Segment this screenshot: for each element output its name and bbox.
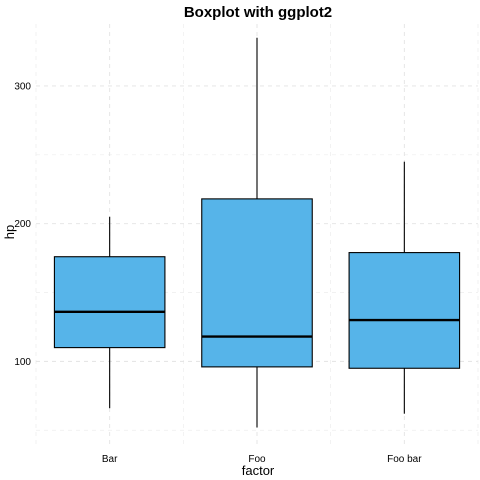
- box-group: [201, 37, 313, 428]
- x-tick-label: Bar: [102, 454, 118, 465]
- y-tick-label: 100: [14, 357, 31, 368]
- box-group: [348, 161, 461, 414]
- box: [348, 252, 461, 369]
- x-axis-ticks: Bar Foo Foo bar: [102, 454, 422, 465]
- chart-title: Boxplot with ggplot2: [184, 4, 332, 21]
- y-axis-title: hp: [2, 225, 17, 239]
- box-group: [53, 216, 166, 409]
- x-tick-label: Foo: [248, 454, 266, 465]
- y-axis-ticks: 100 200 300: [14, 81, 31, 367]
- boxes: [53, 37, 461, 428]
- box: [53, 256, 166, 349]
- x-axis-title: factor: [242, 463, 275, 478]
- box: [201, 198, 313, 368]
- x-tick-label: Foo bar: [387, 454, 422, 465]
- y-tick-label: 300: [14, 81, 31, 92]
- y-tick-label: 200: [14, 219, 31, 230]
